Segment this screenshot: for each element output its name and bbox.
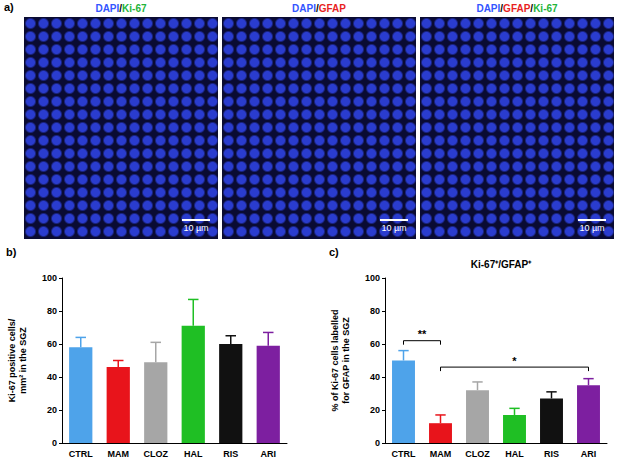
svg-text:ARI: ARI	[581, 449, 597, 459]
svg-text:40: 40	[47, 372, 57, 382]
svg-text:MAM: MAM	[430, 449, 452, 459]
svg-text:MAM: MAM	[108, 449, 130, 459]
html-text:DAPI / GFAP: DAPI / GFAP	[292, 3, 346, 14]
svg-text:80: 80	[370, 306, 380, 316]
svg-text:100: 100	[365, 273, 380, 283]
svg-text:60: 60	[47, 339, 57, 349]
html-text:10 µm: 10 µm	[183, 223, 209, 233]
svg-text:40: 40	[370, 372, 380, 382]
html-text:DAPI / Ki-67: DAPI / Ki-67	[95, 3, 147, 14]
html-text:10 µm: 10 µm	[579, 223, 605, 233]
svg-text:RIS: RIS	[544, 449, 559, 459]
svg-text:100: 100	[42, 273, 57, 283]
svg-text:HAL: HAL	[505, 449, 524, 459]
svg-text:0: 0	[375, 438, 380, 448]
svg-text:% of Ki-67 cells labelled: % of Ki-67 cells labelled	[330, 309, 340, 411]
svg-text:80: 80	[47, 306, 57, 316]
svg-text:Ki-67⁺/GFAP⁺: Ki-67⁺/GFAP⁺	[471, 259, 532, 270]
svg-text:CLOZ: CLOZ	[144, 449, 169, 459]
svg-text:0: 0	[52, 438, 57, 448]
svg-text:c): c)	[329, 246, 339, 258]
html-text:DAPI / GFAP / Ki-67: DAPI / GFAP / Ki-67	[476, 3, 558, 14]
svg-text:for GFAP in the SGZ: for GFAP in the SGZ	[341, 317, 351, 404]
svg-text:Ki-67 positive cells/: Ki-67 positive cells/	[7, 318, 17, 402]
svg-text:CTRL: CTRL	[69, 449, 93, 459]
svg-text:b): b)	[6, 246, 17, 258]
svg-text:CLOZ: CLOZ	[465, 449, 490, 459]
svg-text:HAL: HAL	[184, 449, 203, 459]
svg-text:20: 20	[47, 405, 57, 415]
svg-text:60: 60	[370, 339, 380, 349]
svg-text:RIS: RIS	[223, 449, 238, 459]
html-text:10 µm: 10 µm	[381, 223, 407, 233]
svg-text:mm² in the SGZ: mm² in the SGZ	[18, 327, 28, 394]
svg-text:*: *	[512, 355, 517, 367]
html-text:a): a)	[4, 1, 14, 13]
svg-text:CTRL: CTRL	[392, 449, 416, 459]
svg-text:20: 20	[370, 405, 380, 415]
svg-text:ARI: ARI	[261, 449, 277, 459]
svg-text:**: **	[418, 328, 427, 340]
